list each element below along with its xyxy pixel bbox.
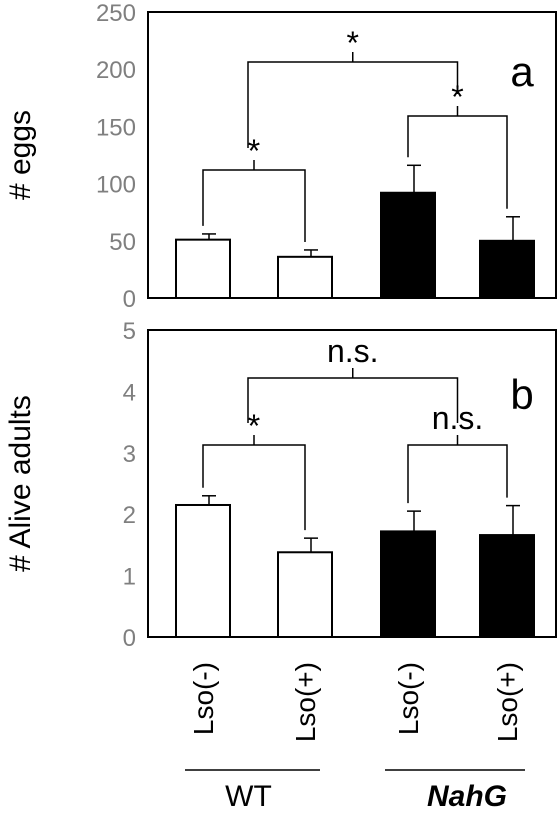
comparison-bracket: [407, 444, 508, 504]
x-category-label: Lso(+): [290, 662, 321, 742]
significance-label: *: [451, 79, 463, 115]
x-category-label: Lso(-): [393, 662, 424, 735]
bar: [175, 238, 231, 300]
y-tick-label: 0: [123, 286, 136, 313]
significance-label: *: [248, 408, 260, 444]
y-axis-label: # eggs: [4, 110, 37, 200]
y-tick-label: 1: [123, 564, 136, 591]
bar: [380, 530, 436, 639]
plot-frame-b: [147, 329, 557, 638]
significance-label: *: [347, 25, 359, 61]
y-tick-label: 250: [96, 0, 136, 27]
bar: [277, 551, 333, 639]
group-label: WT: [225, 780, 272, 813]
comparison-bracket: [202, 169, 306, 242]
comparison-bracket: [247, 61, 459, 148]
y-tick-label: 0: [123, 625, 136, 652]
panel-letter: b: [510, 371, 533, 418]
bar: [380, 191, 436, 299]
x-category-label: Lso(+): [492, 662, 523, 742]
bar: [175, 503, 231, 638]
y-tick-label: 100: [96, 172, 136, 199]
x-category-label: Lso(-): [188, 662, 219, 735]
y-tick-label: 5: [123, 318, 136, 345]
plot-frame-a: [147, 11, 557, 299]
y-tick-label: 50: [109, 229, 136, 256]
y-tick-label: 3: [123, 441, 136, 468]
y-tick-label: 2: [123, 502, 136, 529]
bar: [479, 239, 535, 300]
group-label: NahG: [427, 780, 507, 813]
significance-label: n.s.: [327, 333, 379, 369]
y-tick-label: 4: [123, 379, 136, 406]
y-tick-label: 150: [96, 114, 136, 141]
y-axis-label: # Alive adults: [4, 395, 37, 572]
comparison-bracket: [247, 377, 459, 423]
bar: [277, 255, 333, 300]
y-tick-label: 200: [96, 57, 136, 84]
panel-letter: a: [510, 48, 534, 95]
significance-label: *: [248, 133, 260, 169]
bar: [479, 534, 535, 638]
